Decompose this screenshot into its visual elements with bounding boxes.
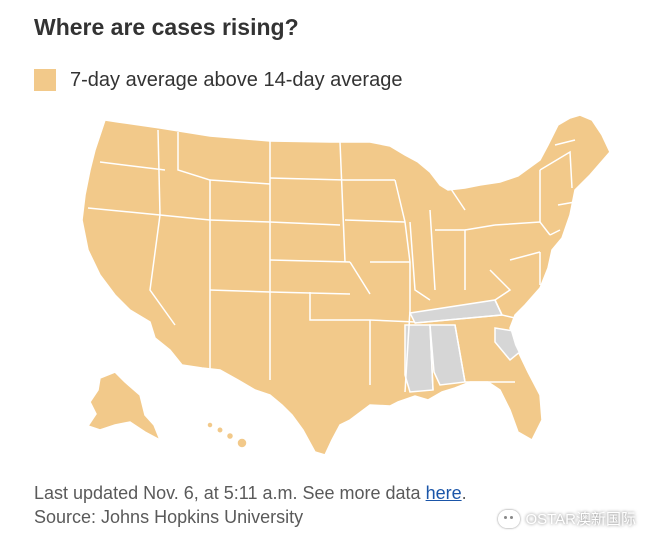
state-alabama <box>429 324 466 386</box>
not-rising-states <box>404 299 534 393</box>
us-map-svg <box>81 114 611 456</box>
legend-label: 7-day average above 14-day average <box>70 68 403 91</box>
state-hawaii <box>206 421 248 449</box>
more-data-link[interactable]: here <box>425 483 462 503</box>
legend: 7-day average above 14-day average <box>34 66 402 94</box>
source-text: Source: Johns Hopkins University <box>34 507 304 527</box>
watermark-text: OSTAR澳新国际 <box>525 511 636 528</box>
footer: Last updated Nov. 6, at 5:11 a.m. See mo… <box>34 481 467 529</box>
last-updated-suffix: . <box>461 483 467 503</box>
us-map <box>70 110 630 465</box>
state-mississippi <box>404 324 434 393</box>
watermark: OSTAR澳新国际 <box>498 508 636 529</box>
last-updated-line: Last updated Nov. 6, at 5:11 a.m. See mo… <box>34 481 467 505</box>
wechat-icon <box>498 509 521 528</box>
chart-title: Where are cases rising? <box>34 14 299 40</box>
legend-swatch <box>34 69 56 91</box>
state-alaska <box>86 371 162 442</box>
last-updated-text: Last updated Nov. 6, at 5:11 a.m. See mo… <box>34 483 426 503</box>
lower48-land <box>81 114 611 456</box>
